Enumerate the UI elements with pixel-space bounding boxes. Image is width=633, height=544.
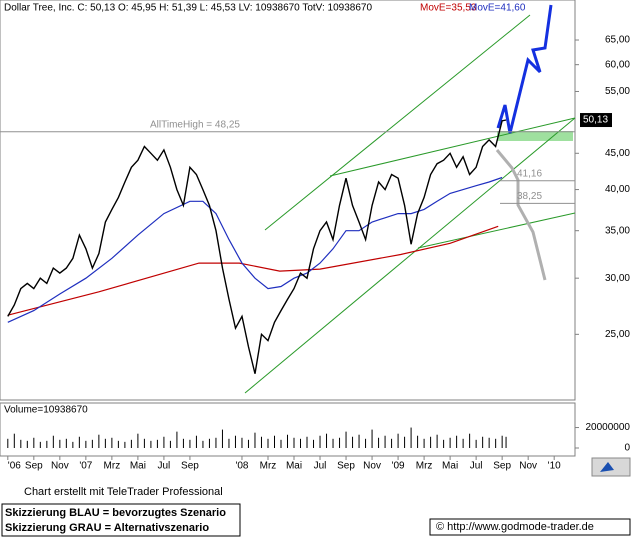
note: Chart erstellt mit TeleTrader Profession… <box>24 486 223 498</box>
icon-glyph <box>600 462 614 472</box>
y-tick-label: 65,00 <box>605 35 630 46</box>
volume-tick-label: 20000000 <box>586 422 631 433</box>
triangle-lower <box>417 212 576 249</box>
x-tick-label: Mrz <box>260 461 277 472</box>
y-tick-label: 25,00 <box>605 329 630 340</box>
y-tick-label: 35,00 <box>605 225 630 236</box>
y-tick-label: 55,00 <box>605 86 630 97</box>
x-tick-label: Mai <box>130 461 146 472</box>
x-tick-label: '08 <box>235 461 248 472</box>
x-tick-label: Sep <box>181 461 199 472</box>
plot-frame <box>0 0 576 401</box>
x-tick-label: Sep <box>25 461 43 472</box>
x-tick-label: Nov <box>51 461 69 472</box>
x-tick-label: Jul <box>158 461 171 472</box>
y-tick-label: 40,00 <box>605 184 630 195</box>
x-tick-label: Nov <box>363 461 381 472</box>
price-line <box>7 119 507 374</box>
source-box <box>429 518 631 536</box>
y-tick-label: 60,00 <box>605 59 630 70</box>
triangle-upper <box>329 117 576 177</box>
moving-average <box>7 225 499 316</box>
level-label: 38,25 <box>517 191 542 202</box>
channel-upper <box>264 14 531 231</box>
level-label: AllTimeHigh = 48,25 <box>150 119 240 130</box>
legend-entry: MovE=35,53 <box>420 3 477 14</box>
volume-tick-label: 0 <box>624 443 630 454</box>
x-tick-label: '09 <box>392 461 405 472</box>
channel-lines <box>244 14 576 394</box>
note: Skizzierung GRAU = Alternativszenario <box>5 522 209 534</box>
x-tick-label: Mrz <box>416 461 433 472</box>
x-tick-label: Mai <box>442 461 458 472</box>
x-tick-label: Sep <box>493 461 511 472</box>
volume-label: Volume=10938670 <box>4 405 88 416</box>
scenario-blue <box>496 4 553 134</box>
last-price-box <box>580 113 612 128</box>
legend-entry: MovE=41,60 <box>469 3 526 14</box>
x-tick-label: Jul <box>314 461 327 472</box>
x-tick-label: Mai <box>286 461 302 472</box>
chart-title: Dollar Tree, Inc. C: 50,13 O: 45,95 H: 5… <box>4 3 372 14</box>
x-tick-label: Mrz <box>104 461 121 472</box>
last-price-label: 50,13 <box>583 115 608 126</box>
level-label: 41,16 <box>517 168 542 179</box>
x-tick-label: '06 <box>8 461 21 472</box>
x-tick-label: '07 <box>79 461 92 472</box>
note: Skizzierung BLAU = bevorzugtes Szenario <box>5 507 226 519</box>
x-tick-label: Jul <box>470 461 483 472</box>
x-tick-label: '10 <box>548 461 561 472</box>
x-tick-label: Nov <box>519 461 537 472</box>
x-tick-label: Sep <box>337 461 355 472</box>
scenario-gray <box>495 149 547 281</box>
moving-average <box>7 176 503 323</box>
note-box <box>1 503 241 537</box>
y-tick-label: 45,00 <box>605 148 630 159</box>
channel-lower <box>244 117 576 394</box>
y-tick-label: 30,00 <box>605 273 630 284</box>
tool-icon[interactable] <box>591 457 631 477</box>
target-zone <box>497 131 573 141</box>
source: © http://www.godmode-trader.de <box>436 521 594 533</box>
